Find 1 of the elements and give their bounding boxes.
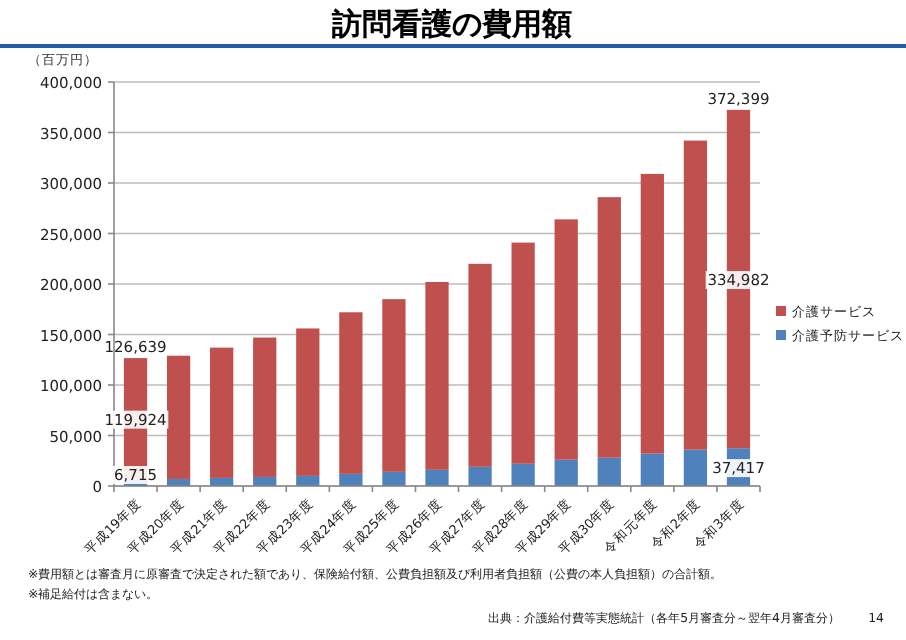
chart-title: 訪問看護の費用額 <box>330 6 572 42</box>
